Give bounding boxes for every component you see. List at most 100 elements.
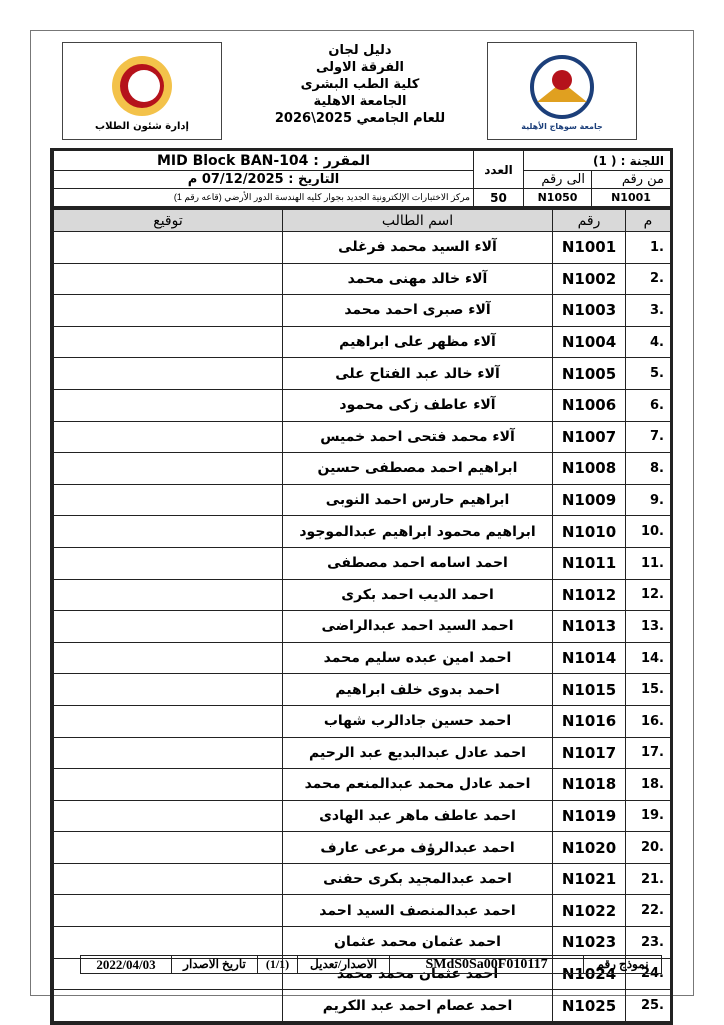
university-logo: جامعة سوهاج الأهلية [487, 42, 637, 140]
committee-info: اللجنة : ( 1) العدد المقرر : MID Block B… [53, 151, 670, 210]
table-row: 11. N1011 احمد اسامه احمد مصطفى [53, 547, 670, 580]
table-row: 5. N1005 آلاء خالد عبد الفتاح على [53, 358, 670, 390]
signature-cell [53, 611, 282, 643]
row-number: 22. [625, 895, 670, 928]
student-id: N1012 [552, 579, 625, 612]
row-number: 1. [625, 232, 670, 264]
table-row: 16. N1016 احمد حسين جادالرب شهاب [53, 705, 670, 738]
signature-cell [53, 453, 282, 485]
signature-cell [53, 484, 282, 517]
student-id: N1001 [552, 232, 625, 264]
table-row: 20. N1020 احمد عبدالرؤف مرعى عارف [53, 832, 670, 864]
table-row: 6. N1006 آلاء عاطف زكى محمود [53, 389, 670, 422]
student-name: ابراهيم احمد مصطفى حسين [282, 453, 552, 485]
student-id: N1002 [552, 263, 625, 296]
university-emblem-icon [530, 54, 594, 119]
table-row: 23. N1023 احمد عثمان محمد عثمان [53, 927, 670, 959]
signature-cell [53, 832, 282, 864]
row-number: 4. [625, 326, 670, 359]
to-id: N1050 [523, 189, 591, 207]
edition-label: الاصدار/تعديل [297, 956, 389, 973]
table-row: 12. N1012 احمد الديب احمد بكرى [53, 579, 670, 612]
student-id: N1008 [552, 453, 625, 485]
student-id: N1023 [552, 927, 625, 959]
signature-cell [53, 326, 282, 359]
signature-cell [53, 579, 282, 612]
signature-cell [53, 389, 282, 422]
form-number: SMdS0Sa00F010117 [389, 956, 583, 973]
row-number: 6. [625, 389, 670, 422]
signature-cell [53, 674, 282, 706]
col-num: م [625, 210, 670, 232]
row-number: 25. [625, 990, 670, 1022]
header-line: للعام الجامعي 2025\2026 [274, 111, 446, 126]
table-row: 24. N1024 احمد عثمان محمد محمد [53, 958, 670, 991]
table-row: 22. N1022 احمد عبدالمنصف السيد احمد [53, 895, 670, 928]
table-row: 15. N1015 احمد بدوى خلف ابراهيم [53, 674, 670, 706]
row-number: 7. [625, 421, 670, 454]
student-name: احمد عادل عبدالبديع عبد الرحيم [282, 737, 552, 770]
issue-date-label: تاريخ الاصدار [171, 956, 257, 973]
signature-cell [53, 295, 282, 327]
row-number: 10. [625, 516, 670, 548]
student-name: آلاء محمد فتحى احمد خميس [282, 421, 552, 454]
table-header: م رقم اسم الطالب توقيع [53, 210, 670, 232]
logo-text: جامعة سوهاج الأهلية [521, 121, 603, 131]
student-name: آلاء خالد عبد الفتاح على [282, 358, 552, 390]
student-id: N1003 [552, 295, 625, 327]
table-row: 21. N1021 احمد عبدالمجيد بكرى حفنى [53, 863, 670, 896]
signature-cell [53, 863, 282, 896]
committee-number: اللجنة : ( 1) [523, 151, 670, 171]
signature-cell [53, 769, 282, 801]
student-name: ابراهيم محمود ابراهيم عبدالموجود [282, 516, 552, 548]
table-row: 4. N1004 آلاء مظهر على ابراهيم [53, 326, 670, 359]
signature-cell [53, 263, 282, 296]
form-footer: نموذج رقم SMdS0Sa00F010117 الاصدار/تعديل… [80, 955, 662, 974]
row-number: 8. [625, 453, 670, 485]
table-row: 7. N1007 آلاء محمد فتحى احمد خميس [53, 421, 670, 454]
student-name: احمد عبدالمنصف السيد احمد [282, 895, 552, 928]
student-id: N1021 [552, 863, 625, 896]
row-number: 2. [625, 263, 670, 296]
student-name: احمد عثمان محمد عثمان [282, 927, 552, 959]
header-line: كلية الطب البشرى [300, 77, 420, 92]
student-id: N1017 [552, 737, 625, 770]
signature-cell [53, 990, 282, 1022]
student-id: N1009 [552, 484, 625, 517]
row-number: 18. [625, 769, 670, 801]
student-id: N1016 [552, 705, 625, 738]
student-name: احمد اسامه احمد مصطفى [282, 547, 552, 580]
header-line: الجامعة الاهلية [313, 94, 407, 109]
row-number: 11. [625, 547, 670, 580]
table-row: 25. N1025 احمد عصام احمد عبد الكريم [53, 990, 670, 1022]
student-id: N1013 [552, 611, 625, 643]
row-number: 20. [625, 832, 670, 864]
signature-cell [53, 358, 282, 390]
student-name: ابراهيم حارس احمد النوبى [282, 484, 552, 517]
student-name: احمد عبدالمجيد بكرى حفنى [282, 863, 552, 896]
table-row: 3. N1003 آلاء صبرى احمد محمد [53, 295, 670, 327]
signature-cell [53, 421, 282, 454]
student-name: احمد امين عبده سليم محمد [282, 642, 552, 675]
student-id: N1022 [552, 895, 625, 928]
student-name: احمد عادل محمد عبدالمنعم محمد [282, 769, 552, 801]
committee-table: اللجنة : ( 1) العدد المقرر : MID Block B… [50, 148, 673, 1025]
from-id: N1001 [591, 189, 670, 207]
header-line: دليل لجان [328, 43, 392, 58]
table-row: 13. N1013 احمد السيد احمد عبدالراضى [53, 611, 670, 643]
row-number: 15. [625, 674, 670, 706]
signature-cell [53, 516, 282, 548]
col-id: رقم [552, 210, 625, 232]
student-name: احمد الديب احمد بكرى [282, 579, 552, 612]
student-id: N1007 [552, 421, 625, 454]
student-name: آلاء عاطف زكى محمود [282, 389, 552, 422]
row-number: 16. [625, 705, 670, 738]
exam-date: التاريخ : 07/12/2025 م [53, 171, 473, 189]
student-name: آلاء السيد محمد فرغلى [282, 232, 552, 264]
table-row: 17. N1017 احمد عادل عبدالبديع عبد الرحيم [53, 737, 670, 770]
signature-cell [53, 642, 282, 675]
col-signature: توقيع [53, 210, 282, 232]
row-number: 9. [625, 484, 670, 517]
signature-cell [53, 737, 282, 770]
row-number: 5. [625, 358, 670, 390]
